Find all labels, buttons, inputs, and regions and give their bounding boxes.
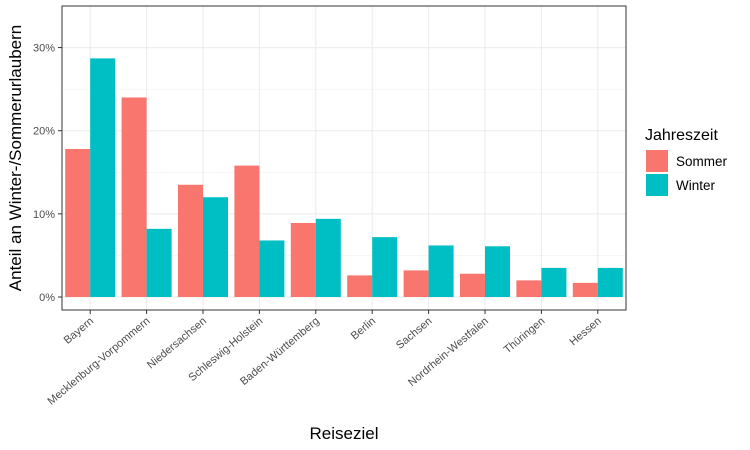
bar-winter-schleswig-holstein	[259, 240, 285, 297]
bar-sommer-baden-wurttemberg	[290, 223, 316, 297]
x-tick-label: Sachsen	[394, 315, 435, 352]
bar-winter-niedersachsen	[203, 197, 228, 297]
bar-sommer-thuringen	[516, 280, 542, 297]
bar-winter-nordrhein-westfalen	[485, 246, 510, 297]
bar-sommer-hessen	[572, 282, 598, 297]
y-tick-label: 0%	[39, 292, 55, 304]
y-tick-label: 30%	[33, 43, 55, 55]
panel-border	[61, 5, 627, 311]
y-axis-title: Anteil an Winter-/Sommerurlaubern	[6, 25, 25, 291]
legend: Jahreszeit Sommer Winter	[645, 127, 728, 196]
x-tick-label: Bayern	[62, 315, 96, 347]
x-tick-label: Thüringen	[502, 315, 548, 356]
bar-winter-berlin	[372, 237, 398, 297]
y-tick-label: 10%	[33, 209, 55, 221]
bar-winter-baden-wurttemberg	[315, 218, 341, 297]
bar-sommer-bayern	[65, 149, 91, 297]
bar-winter-sachsen	[428, 245, 454, 297]
x-tick-label: Hessen	[567, 315, 603, 348]
bar-sommer-sachsen	[403, 270, 429, 297]
legend-key-sommer	[646, 150, 668, 172]
bar-sommer-berlin	[347, 275, 373, 297]
bar-sommer-mecklenburg-vorpommern	[121, 97, 147, 297]
x-tick-label: Berlin	[349, 315, 378, 342]
bar-sommer-nordrhein-westfalen	[460, 273, 485, 297]
bar-sommer-schleswig-holstein	[234, 165, 260, 297]
bar-sommer-niedersachsen	[178, 184, 203, 297]
legend-label-sommer: Sommer	[676, 154, 728, 169]
legend-label-winter: Winter	[676, 178, 716, 193]
y-tick-label: 20%	[33, 126, 55, 138]
bar-winter-mecklenburg-vorpommern	[146, 228, 172, 297]
legend-key-winter	[646, 174, 668, 196]
legend-title: Jahreszeit	[645, 127, 718, 144]
bar-winter-thuringen	[541, 267, 567, 297]
bars	[65, 58, 623, 297]
x-axis-title: Reiseziel	[310, 424, 379, 443]
x-tick-label: Mecklenburg-Vorpommern	[46, 315, 153, 408]
bar-winter-bayern	[90, 58, 116, 297]
bar-winter-hessen	[597, 267, 623, 297]
